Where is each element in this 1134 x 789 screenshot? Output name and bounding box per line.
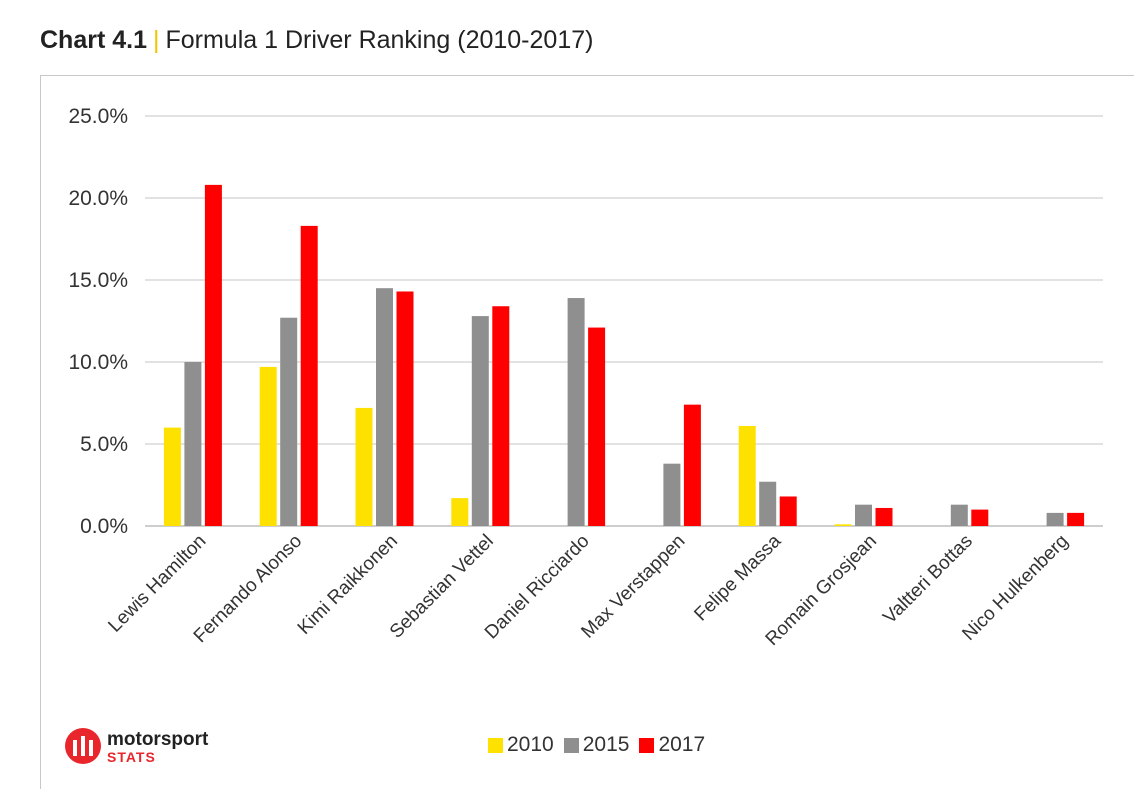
bar-2017	[971, 509, 989, 526]
bar-2017	[683, 404, 701, 526]
logo-bar	[89, 740, 93, 756]
y-tick-label: 10.0%	[68, 351, 128, 374]
heading-separator: |	[152, 26, 160, 54]
bar-2017	[492, 306, 510, 526]
bar-2017	[1067, 512, 1085, 526]
legend-item-2010: 2010	[488, 733, 554, 757]
bar-2010	[738, 425, 756, 526]
x-tick-label: Kimi Raikkonen	[294, 531, 402, 639]
logo-bar	[81, 736, 85, 756]
y-tick-label: 20.0%	[68, 187, 128, 210]
chart-title: Formula 1 Driver Ranking (2010-2017)	[165, 26, 594, 54]
x-tick-label: Lewis Hamilton	[104, 531, 210, 637]
y-tick-label: 25.0%	[68, 105, 128, 128]
bar-2015	[950, 504, 968, 526]
bar-2010	[163, 427, 181, 526]
chart-number: Chart 4.1	[40, 26, 147, 54]
bar-2015	[184, 362, 202, 526]
bar-2015	[855, 504, 872, 526]
x-tick-label: Valtteri Bottas	[879, 531, 976, 628]
bar-2015	[471, 316, 489, 526]
legend-item-2017: 2017	[639, 733, 705, 757]
legend-label: 2017	[658, 733, 706, 756]
x-tick-label: Felipe Massa	[690, 530, 785, 625]
legend-label: 2010	[507, 733, 554, 756]
legend-swatch	[563, 737, 579, 753]
bar-2015	[759, 481, 777, 526]
bar-2017	[204, 184, 222, 526]
logo-sub: STATS	[107, 749, 156, 765]
bar-2017	[588, 327, 606, 526]
x-tick-label: Daniel Ricciardo	[481, 531, 594, 644]
logo-name: motorsport	[107, 729, 209, 750]
legend-swatch	[639, 737, 655, 753]
y-tick-label: 0.0%	[80, 515, 128, 538]
chart-heading: Chart 4.1 | Formula 1 Driver Ranking (2010…	[40, 26, 593, 55]
bar-2010	[259, 366, 277, 526]
legend-label: 2015	[582, 733, 630, 756]
legend: 2010 2015 2017	[488, 733, 715, 757]
bar-2015	[1046, 512, 1064, 526]
bar-2017	[875, 507, 893, 526]
bar-2017	[779, 496, 797, 526]
x-tick-label: Sebastian Vettel	[386, 531, 498, 643]
motorsport-stats-logo: motorsport STATS	[65, 728, 209, 765]
bar-2015	[663, 463, 681, 526]
x-tick-label: Nico Hulkenberg	[958, 531, 1072, 645]
legend-swatch	[488, 737, 503, 753]
bar-2010	[834, 524, 852, 526]
y-tick-label: 15.0%	[68, 269, 128, 292]
logo-bar	[73, 740, 77, 756]
bar-2015	[567, 298, 585, 526]
bar-2017	[396, 291, 414, 526]
bar-2015	[280, 317, 298, 526]
bar-2015	[376, 288, 393, 526]
bar-2010	[355, 407, 373, 526]
bar-2017	[300, 225, 318, 526]
y-tick-label: 5.0%	[80, 433, 128, 456]
legend-item-2015: 2015	[563, 733, 630, 757]
x-tick-label: Max Verstappen	[577, 531, 689, 643]
bar-2010	[451, 498, 469, 526]
chart-frame	[40, 75, 1134, 789]
